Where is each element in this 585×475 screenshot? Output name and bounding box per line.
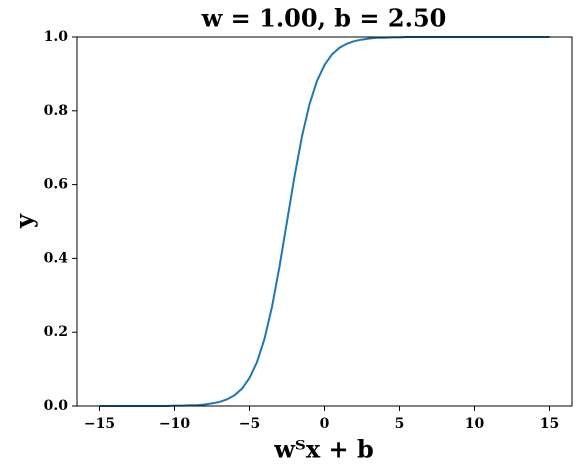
chart-title: w = 1.00, b = 2.50 bbox=[201, 4, 447, 33]
y-tick-label: 0.4 bbox=[44, 250, 69, 266]
y-tick-label: 1.0 bbox=[44, 29, 69, 45]
x-tick-label: 15 bbox=[540, 416, 559, 432]
plot-frame bbox=[76, 36, 573, 407]
x-tick-label: 5 bbox=[395, 416, 405, 432]
y-axis-label: y bbox=[10, 213, 39, 229]
line-series bbox=[99, 36, 550, 407]
x-tick-label: 10 bbox=[465, 416, 485, 432]
x-axis-label: wᵀx + b bbox=[273, 435, 373, 464]
x-tick-label: −15 bbox=[84, 416, 115, 432]
y-tick-label: 0.0 bbox=[44, 398, 69, 414]
y-tick-label: 0.2 bbox=[44, 324, 68, 340]
x-tick-label: −10 bbox=[159, 416, 190, 432]
y-tick-label: 0.8 bbox=[44, 103, 68, 119]
x-tick-label: 0 bbox=[320, 416, 330, 432]
x-tick-label: −5 bbox=[239, 416, 260, 432]
y-tick-label: 0.6 bbox=[44, 177, 68, 193]
